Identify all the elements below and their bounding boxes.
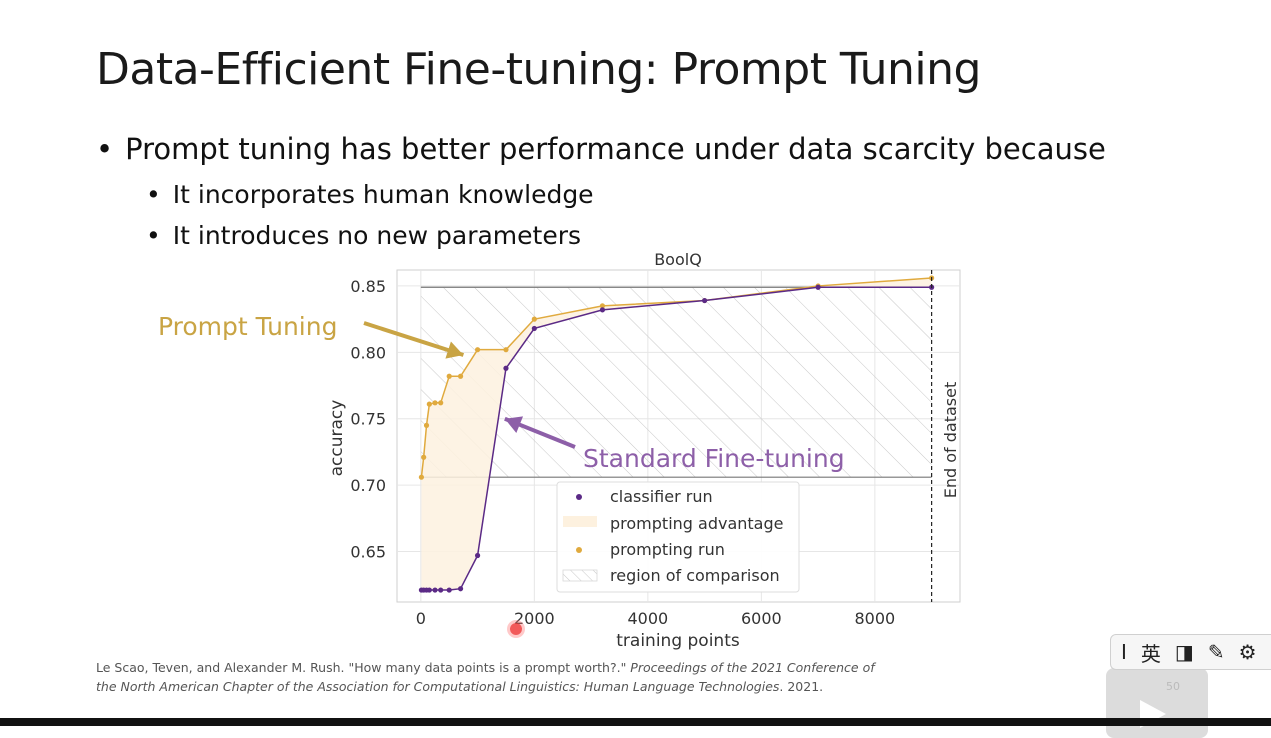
legend-marker-classifier (576, 494, 582, 500)
prompting-run-point (457, 373, 464, 379)
classifier-run-point (503, 365, 509, 371)
legend-marker-advantage (563, 516, 597, 527)
prompting-run-point (438, 400, 444, 406)
classifier-run-point (457, 586, 464, 592)
region-of-comparison (420, 287, 932, 478)
classifier-run-point (815, 284, 821, 290)
prompting-run-point (474, 347, 481, 353)
x-tick-label: 2000 (514, 609, 555, 628)
legend-advantage: prompting advantage (610, 514, 783, 533)
classifier-run-point (426, 587, 432, 593)
bottom-bar (0, 718, 1271, 726)
arrow-head (504, 416, 524, 434)
classifier-run-point (531, 325, 537, 332)
bullet-sub-parameters-text: It introduces no new parameters (172, 221, 582, 250)
x-tick-label: 6000 (741, 609, 782, 628)
citation-text: Le Scao, Teven, and Alexander M. Rush. "… (96, 660, 631, 675)
classifier-run-point (438, 587, 444, 593)
y-tick-label: 0.85 (350, 277, 386, 296)
bullet-main: • Prompt tuning has better performance un… (96, 132, 1106, 166)
prompting-run-point (423, 422, 430, 428)
settings-gear-icon[interactable]: ⚙ (1238, 640, 1257, 664)
legend-region: region of comparison (610, 566, 780, 585)
y-tick-label: 0.80 (350, 343, 386, 362)
bullet-sub-knowledge: • It incorporates human knowledge (146, 180, 594, 209)
prompting-run-point (426, 401, 432, 407)
annotation-standard-fine-tuning: Standard Fine-tuning (583, 444, 845, 473)
ime-toolbar: I 英 ◨ ✎ ⚙ (1110, 634, 1271, 670)
text-cursor-icon[interactable]: I (1121, 640, 1127, 664)
citation-tail: . 2021. (779, 679, 824, 694)
citation-venue: Proceedings of the 2021 Conference of th… (96, 660, 875, 694)
bullet-marker: • (146, 221, 161, 250)
legend-marker-prompting (576, 547, 582, 553)
classifier-run-point (474, 552, 481, 559)
bullet-sub-parameters: • It introduces no new parameters (146, 221, 581, 250)
y-tick-label: 0.65 (350, 543, 386, 562)
y-axis-label: accuracy (327, 400, 347, 477)
y-tick-label: 0.75 (350, 410, 386, 429)
bullet-sub-knowledge-text: It incorporates human knowledge (172, 180, 594, 209)
classifier-run-point (702, 297, 708, 304)
x-tick-label: 8000 (855, 609, 896, 628)
handwriting-icon[interactable]: ✎ (1207, 640, 1225, 664)
x-tick-label: 4000 (627, 609, 668, 628)
legend-prompting: prompting run (610, 540, 725, 559)
x-tick-label: 0 (416, 609, 426, 628)
classifier-run-point (446, 587, 452, 593)
classifier-run-point (599, 307, 606, 313)
bullet-main-text: Prompt tuning has better performance und… (125, 132, 1106, 166)
slide-title: Data-Efficient Fine-tuning: Prompt Tunin… (96, 44, 981, 95)
bullet-marker: • (96, 132, 114, 166)
legend-marker-region (562, 569, 598, 582)
prompting-run-point (503, 347, 509, 353)
citation: Le Scao, Teven, and Alexander M. Rush. "… (96, 658, 886, 696)
annotation-prompt-tuning: Prompt Tuning (158, 312, 337, 341)
language-toggle-button[interactable]: 英 (1140, 641, 1161, 666)
annotation-arrow-prompt (363, 321, 465, 359)
bullet-marker: • (146, 180, 161, 209)
x-axis-label: training points (616, 631, 740, 651)
y-tick-label: 0.70 (350, 476, 386, 495)
annotation-arrow-standard (504, 416, 576, 449)
arrow-head (445, 341, 464, 359)
half-width-icon[interactable]: ◨ (1174, 640, 1194, 664)
prompting-run-point (599, 303, 606, 309)
page-number: 50 (1166, 680, 1180, 693)
prompting-run-point (531, 316, 537, 322)
mouse-cursor (510, 623, 522, 635)
chart-title: BoolQ (654, 250, 702, 269)
legend: classifier run prompting advantage promp… (556, 481, 800, 593)
prompting-run-point (446, 373, 452, 379)
classifier-run-point (432, 587, 438, 593)
prompting-run-point (418, 474, 425, 480)
prompting-advantage-area (421, 277, 932, 591)
end-of-dataset-label: End of dataset (941, 382, 960, 499)
arrow-shaft (363, 321, 465, 357)
prompting-run-point (421, 454, 427, 460)
prompting-run-point (432, 400, 438, 406)
legend-classifier: classifier run (610, 487, 713, 506)
